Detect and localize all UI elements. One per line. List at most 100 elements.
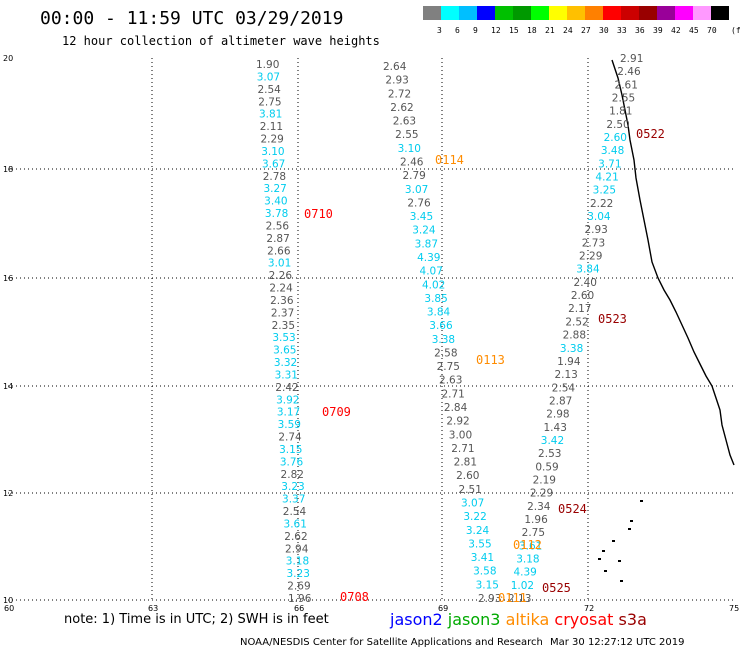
legend-label: 24 (563, 26, 573, 35)
satellite-jason2: jason2 (390, 610, 448, 629)
wave-height-label: 2.13 (554, 369, 577, 381)
legend-swatch (495, 6, 513, 20)
wave-height-label: 3.38 (560, 343, 583, 355)
wave-height-label: 2.79 (402, 170, 425, 182)
wave-height-label: 3.27 (263, 183, 286, 195)
wave-height-label: 2.54 (257, 84, 281, 96)
wave-height-label: 3.10 (398, 143, 421, 155)
wave-height-label: 2.53 (538, 448, 561, 460)
legend-swatch (531, 6, 549, 20)
lon-tick: 72 (584, 604, 594, 613)
pass-label-0113: 0113 (476, 353, 505, 367)
wave-height-label: 2.75 (258, 96, 281, 108)
wave-height-label: 2.29 (530, 488, 553, 500)
wave-height-label: 2.29 (579, 251, 602, 263)
credit-text: NOAA/NESDIS Center for Satellite Applica… (240, 637, 543, 648)
lon-tick: 69 (438, 604, 448, 613)
wave-height-label: 2.52 (565, 316, 588, 328)
wave-height-label: 3.24 (466, 525, 490, 537)
wave-height-label: 2.55 (395, 129, 418, 141)
legend-swatch (693, 6, 711, 20)
wave-height-label: 3.41 (471, 552, 494, 564)
legend-unit: (ft) (731, 26, 740, 35)
map-gridlines (8, 58, 733, 601)
wave-height-label: 3.92 (276, 394, 299, 406)
lat-tick: 20 (3, 54, 13, 63)
wave-height-label: 3.07 (257, 71, 280, 83)
legend-label: 27 (581, 26, 591, 35)
footer-note: note: 1) Time is in UTC; 2) SWH is in fe… (64, 612, 329, 627)
legend-swatch (477, 6, 495, 20)
pass-label-0524: 0524 (558, 502, 587, 516)
wave-height-label: 3.85 (424, 293, 447, 305)
wave-height-label: 3.07 (461, 498, 484, 510)
wave-height-tracks: 1.903.072.542.753.812.112.293.103.672.78… (256, 53, 643, 605)
wave-height-label: 2.60 (456, 470, 479, 482)
wave-height-label: 1.81 (609, 106, 632, 118)
wave-height-label: 3.61 (519, 540, 542, 552)
wave-height-label: 2.61 (615, 79, 638, 91)
wave-height-label: 3.71 (598, 158, 621, 170)
wave-height-label: 2.29 (260, 134, 283, 146)
legend-label: 3 (437, 26, 442, 35)
wave-height-label: 3.23 (281, 481, 304, 493)
wave-height-label: 3.07 (405, 184, 428, 196)
wave-height-label: 3.65 (273, 345, 296, 357)
satellite-jason3: jason3 (447, 610, 506, 629)
wave-height-label: 2.94 (285, 543, 309, 555)
wave-height-label: 3.31 (275, 369, 298, 381)
wave-height-label: 2.19 (533, 474, 556, 486)
wave-height-label: 2.87 (549, 395, 572, 407)
legend-swatch (621, 6, 639, 20)
wave-height-label: 3.24 (412, 225, 436, 237)
lon-tick: 60 (4, 604, 14, 613)
wave-height-label: 3.55 (468, 538, 491, 550)
pass-label-0522: 0522 (636, 127, 665, 141)
map-subtitle: 12 hour collection of altimeter wave hei… (62, 34, 380, 48)
legend-swatch (639, 6, 657, 20)
wave-height-label: 3.00 (449, 429, 472, 441)
legend-label: 70 (707, 26, 717, 35)
legend-label: 15 (509, 26, 519, 35)
wave-height-label: 2.62 (390, 102, 413, 114)
wave-height-label: 2.46 (400, 156, 424, 168)
wave-height-label: 4.39 (513, 567, 536, 579)
wave-height-label: 2.60 (604, 132, 627, 144)
wave-height-label: 3.87 (415, 238, 438, 250)
wave-height-label: 3.22 (463, 511, 486, 523)
wave-height-label: 4.21 (595, 172, 618, 184)
wave-height-label: 2.62 (284, 531, 307, 543)
legend-swatch (711, 6, 729, 20)
wave-height-label: 2.64 (383, 61, 407, 73)
wave-height-label: 3.53 (272, 332, 295, 344)
wave-height-label: 0.59 (535, 461, 558, 473)
satellite-cryosat: cryosat (554, 610, 619, 629)
wave-height-label: 3.18 (516, 553, 539, 565)
satellite-s3a: s3a (618, 610, 647, 629)
wave-height-label: 3.37 (282, 494, 305, 506)
lon-tick: 75 (729, 604, 739, 613)
legend-swatch (567, 6, 585, 20)
wave-height-label: 3.67 (262, 158, 285, 170)
legend-label: 12 (491, 26, 501, 35)
legend-swatch (675, 6, 693, 20)
legend-label: 21 (545, 26, 555, 35)
wave-height-label: 2.13 (508, 593, 531, 605)
wave-height-label: 2.56 (266, 220, 290, 232)
wave-height-label: 3.40 (264, 196, 287, 208)
legend-swatch (513, 6, 531, 20)
wave-height-label: 3.18 (286, 556, 309, 568)
wave-height-label: 3.76 (280, 456, 304, 468)
wave-height-label: 2.92 (446, 416, 469, 428)
legend-swatch (603, 6, 621, 20)
wave-height-label: 2.72 (388, 88, 411, 100)
wave-height-label: 2.54 (552, 382, 576, 394)
wave-height-label: 2.76 (407, 197, 431, 209)
lon-tick: 66 (294, 604, 304, 613)
wave-height-label: 2.69 (287, 581, 310, 593)
wave-height-label: 2.34 (527, 501, 551, 513)
legend-swatch (657, 6, 675, 20)
wave-height-label: 4.39 (417, 252, 440, 264)
lat-tick: 16 (3, 274, 13, 283)
